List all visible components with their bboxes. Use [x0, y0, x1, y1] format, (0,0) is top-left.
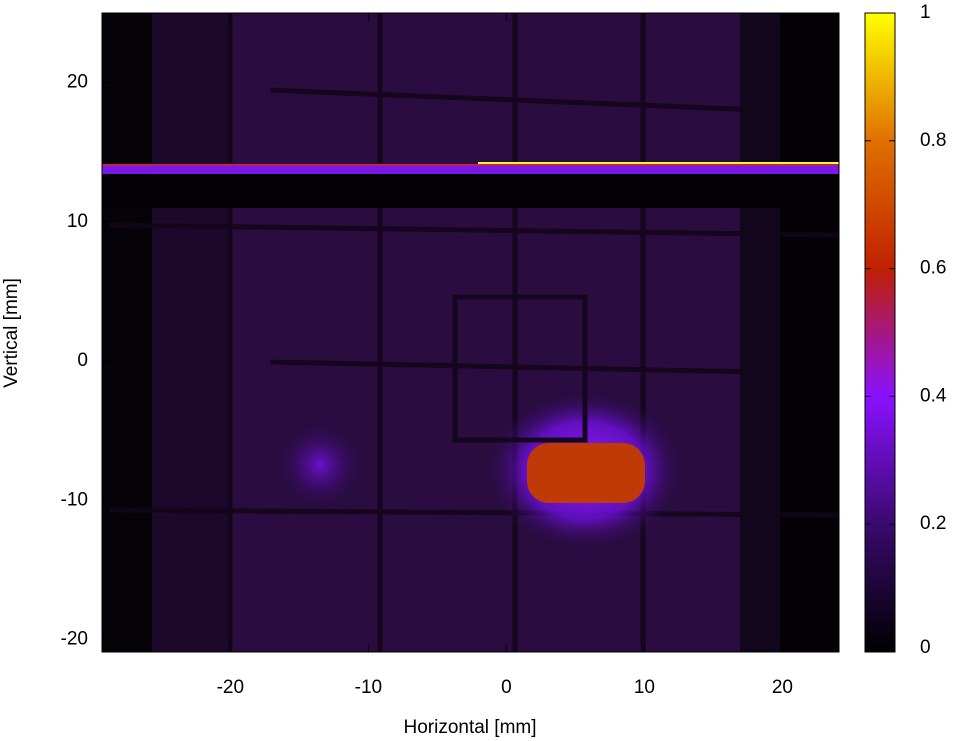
y-tick-label: 20 — [67, 72, 88, 93]
y-tick-label: 0 — [77, 350, 88, 371]
x-tick-label: 20 — [772, 677, 793, 698]
x-tick-label: -20 — [217, 677, 244, 698]
colorbar — [864, 12, 896, 653]
x-tick-label: 0 — [501, 677, 512, 698]
colorbar-tick-label: 1 — [920, 2, 931, 23]
y-tick-label: -20 — [61, 628, 88, 649]
heatmap-image — [102, 13, 840, 652]
y-axis-label: Vertical [mm] — [1, 278, 22, 388]
x-tick-label: -10 — [355, 677, 382, 698]
plot-frame — [101, 12, 840, 653]
y-tick-label: -10 — [61, 489, 88, 510]
colorbar-tick-label: 0.2 — [920, 513, 946, 534]
colorbar-tick-label: 0 — [920, 637, 931, 658]
colorbar-tick-label: 0.8 — [920, 130, 946, 151]
y-tick-label: 10 — [67, 211, 88, 232]
x-tick-label: 10 — [634, 677, 655, 698]
x-axis-label: Horizontal [mm] — [403, 717, 536, 738]
colorbar-tick-label: 0.6 — [920, 258, 946, 279]
colorbar-tick-label: 0.4 — [920, 385, 947, 406]
